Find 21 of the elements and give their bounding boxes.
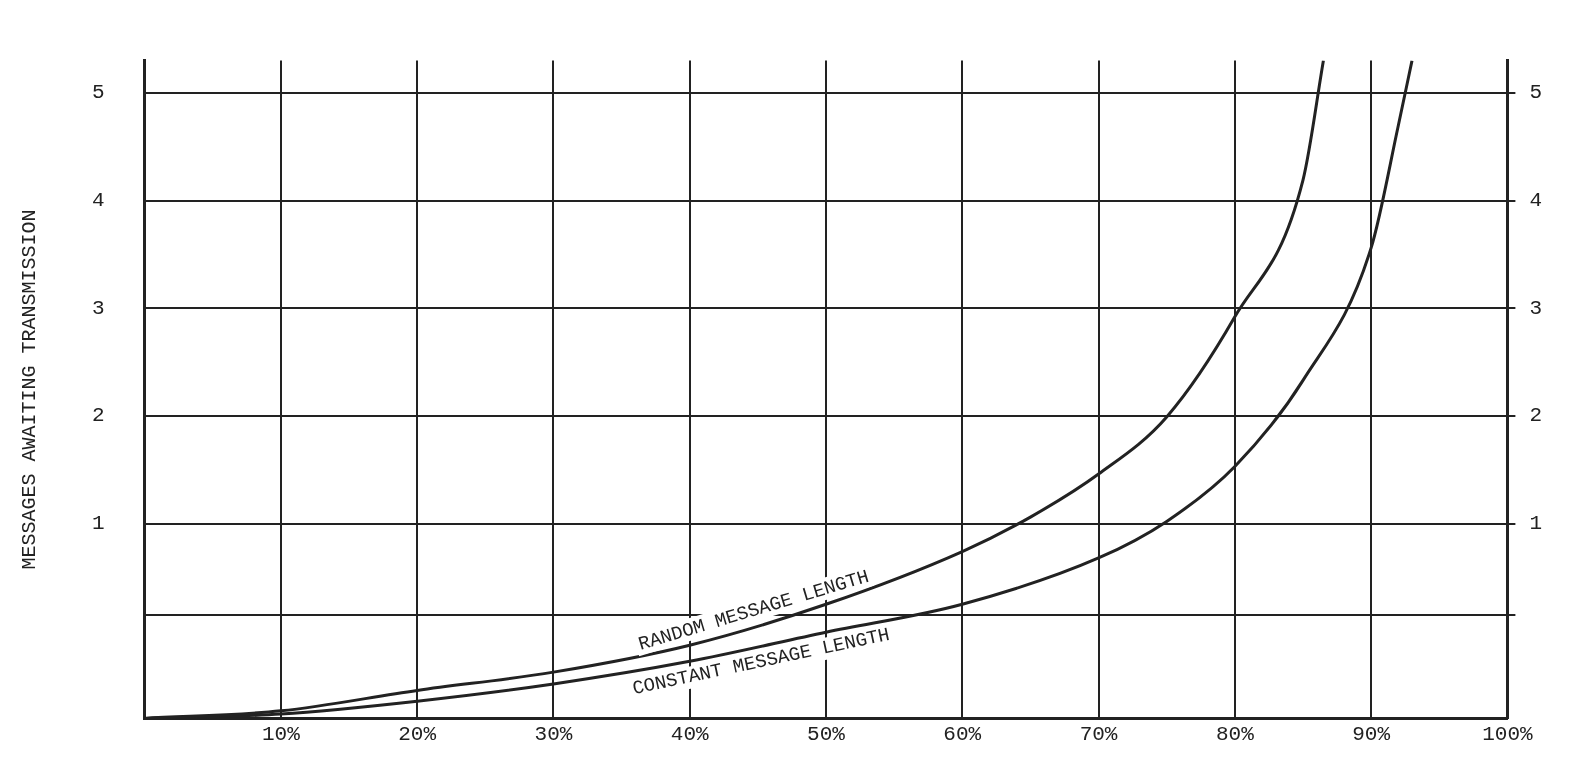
x-tick-label: 10% [261,722,301,746]
y2-tick-label: 2 [1529,404,1543,428]
y-axis-title: MESSAGES AWAITING TRANSMISSION [18,209,42,570]
x-tick-label: 90% [1352,722,1391,746]
y2-tick-label: 1 [1529,512,1543,536]
y-tick-label: 5 [91,81,105,105]
y2-tick-label: 4 [1529,189,1543,213]
y-tick-label: 4 [91,189,105,213]
x-tick-label: 40% [670,722,710,746]
x-tick-label: 80% [1215,722,1255,746]
y-tick-label: 1 [91,512,105,536]
y2-tick-label: 3 [1529,296,1543,320]
y-tick-label: 2 [91,404,105,428]
y2-tick-label: 5 [1529,81,1543,105]
x-tick-label: 30% [534,722,573,746]
x-tick-label: 70% [1079,722,1118,746]
y-tick-label: 3 [91,296,105,320]
x-tick-label: 20% [398,722,437,746]
x-tick-label: 100% [1482,722,1533,746]
x-tick-label: 60% [943,722,982,746]
x-tick-label: 50% [807,722,846,746]
